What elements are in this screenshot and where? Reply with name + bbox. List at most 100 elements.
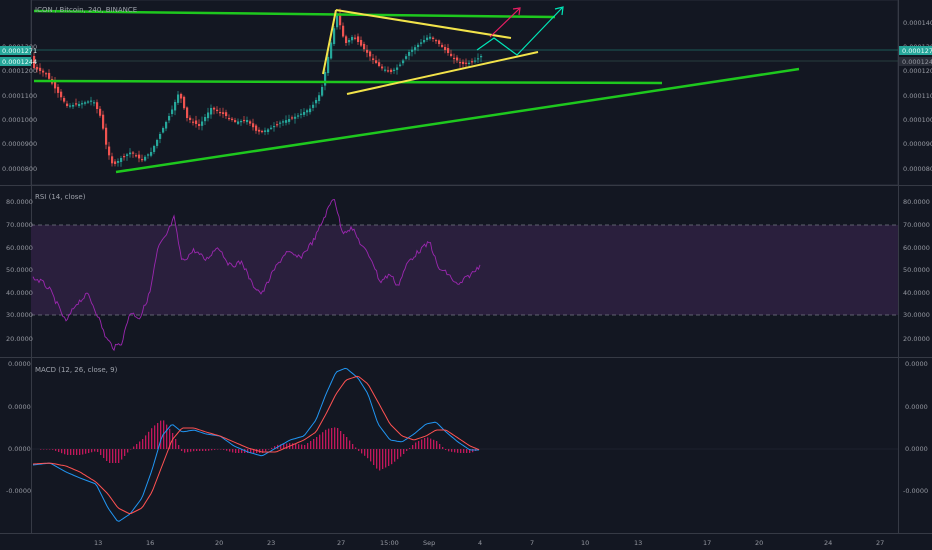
macd-histogram-bar xyxy=(319,434,321,449)
candle-body xyxy=(294,116,297,119)
time-axis-label: 13 xyxy=(634,539,642,547)
candle-body xyxy=(156,140,159,146)
chart-title: ICON / Bitcoin, 240, BINANCE xyxy=(35,6,137,14)
candle-body xyxy=(135,155,138,157)
triangle-lower-edge[interactable] xyxy=(346,51,539,95)
candle-body xyxy=(237,121,240,124)
candle-body xyxy=(276,124,279,126)
macd-axis: 0.0000 0.0000 0.0000 -0.0000 0.0000 0.00… xyxy=(6,360,928,495)
macd-histogram-bar xyxy=(445,449,447,450)
rsi-band xyxy=(31,225,898,315)
macd-histogram-bar xyxy=(157,423,159,449)
macd-histogram-bar xyxy=(214,449,216,450)
macd-histogram-bar xyxy=(349,440,351,449)
candle-body xyxy=(123,156,126,158)
macd-axis-label: 0.0000 xyxy=(8,403,31,411)
price-axis-label-left: 0.0000800 xyxy=(2,165,37,173)
trendline-mid-support[interactable] xyxy=(33,79,663,85)
candle-body xyxy=(378,62,381,66)
candle-body xyxy=(198,123,201,126)
macd-histogram-bar xyxy=(307,443,309,449)
macd-histogram-bar xyxy=(376,449,378,469)
candle-body xyxy=(204,117,207,122)
macd-histogram-bar xyxy=(226,449,228,451)
projection-arrow-pink[interactable] xyxy=(489,7,521,38)
candle-body xyxy=(303,112,306,115)
candle-body xyxy=(216,109,219,111)
macd-histogram-bar xyxy=(211,449,213,451)
candle-body xyxy=(306,110,309,113)
macd-histogram-bar xyxy=(202,449,204,451)
macd-histogram-bar xyxy=(115,449,117,463)
macd-histogram-bar xyxy=(451,449,453,452)
projection-arrow-teal[interactable] xyxy=(476,6,564,56)
candle-body xyxy=(207,112,210,119)
macd-histogram-bar xyxy=(292,443,294,449)
candle-body xyxy=(285,120,288,123)
macd-histogram-bar xyxy=(190,449,192,452)
macd-histogram-bar xyxy=(400,449,402,457)
triangle-left-edge[interactable] xyxy=(322,9,337,75)
macd-histogram-bar xyxy=(298,444,300,449)
candle-body xyxy=(201,121,204,126)
candle-body xyxy=(186,107,189,118)
macd-histogram-bar xyxy=(439,444,441,449)
macd-histogram-bar xyxy=(130,449,132,450)
candle-body xyxy=(57,86,60,93)
macd-histogram-bar xyxy=(184,449,186,453)
candle-body xyxy=(240,121,243,123)
macd-axis-label-right: 0.0000 xyxy=(905,445,928,453)
candle-body xyxy=(381,66,384,69)
macd-histogram-bar xyxy=(142,439,144,449)
macd-histogram-bar xyxy=(361,449,363,454)
rsi-axis-label: 30.0000 xyxy=(6,311,33,319)
macd-axis-label: -0.0000 xyxy=(6,487,31,495)
candle-body xyxy=(72,105,75,107)
rsi-plot xyxy=(32,199,481,352)
candle-body xyxy=(324,72,327,86)
macd-histogram-bar xyxy=(160,420,162,449)
trendline-top-resistance[interactable] xyxy=(33,9,556,19)
rsi-axis-label: 20.0000 xyxy=(6,335,33,343)
macd-histogram-bar xyxy=(103,449,105,458)
candle-body xyxy=(132,152,135,154)
candle-body xyxy=(357,36,360,42)
candle-body xyxy=(402,60,405,64)
candle-body xyxy=(39,67,42,71)
candle-body xyxy=(444,46,447,50)
time-axis-label: 17 xyxy=(703,539,711,547)
candle-body xyxy=(189,117,192,120)
time-axis-label: 27 xyxy=(876,539,884,547)
macd-histogram-bar xyxy=(145,435,147,449)
triangle-upper-edge[interactable] xyxy=(335,9,512,39)
trendline-ascending[interactable] xyxy=(115,67,800,174)
price-badge-right-1: 0.0001271 xyxy=(902,47,932,55)
macd-histogram-bar xyxy=(316,437,318,449)
price-axis-label: 0.0000800 xyxy=(903,165,932,173)
macd-axis-label-right: 0.0000 xyxy=(905,403,928,411)
macd-histogram-bar xyxy=(310,441,312,449)
macd-histogram-bar xyxy=(232,449,234,453)
macd-histogram-bar xyxy=(463,449,465,453)
time-axis-label: 15:00 xyxy=(380,539,399,547)
macd-histogram-bar xyxy=(406,449,408,451)
macd-histogram-bar xyxy=(229,449,231,452)
rsi-axis-label-right: 60.0000 xyxy=(903,244,930,252)
macd-histogram-bar xyxy=(88,449,90,453)
price-badge-left-1: 0.0001271 xyxy=(2,47,37,55)
candle-body xyxy=(243,119,246,122)
candle-body xyxy=(453,57,456,60)
macd-histogram-bar xyxy=(262,449,264,453)
candle-body xyxy=(369,51,372,57)
macd-histogram-bar xyxy=(235,449,237,453)
macd-histogram-bar xyxy=(76,449,78,455)
macd-histogram-bar xyxy=(139,441,141,449)
time-axis-label: 27 xyxy=(337,539,345,547)
price-axis-label: 0.0001200 xyxy=(903,67,932,75)
macd-histogram-bar xyxy=(415,442,417,449)
macd-histogram-bar xyxy=(373,449,375,465)
candle-body xyxy=(429,36,432,39)
macd-histogram-bar xyxy=(421,439,423,449)
